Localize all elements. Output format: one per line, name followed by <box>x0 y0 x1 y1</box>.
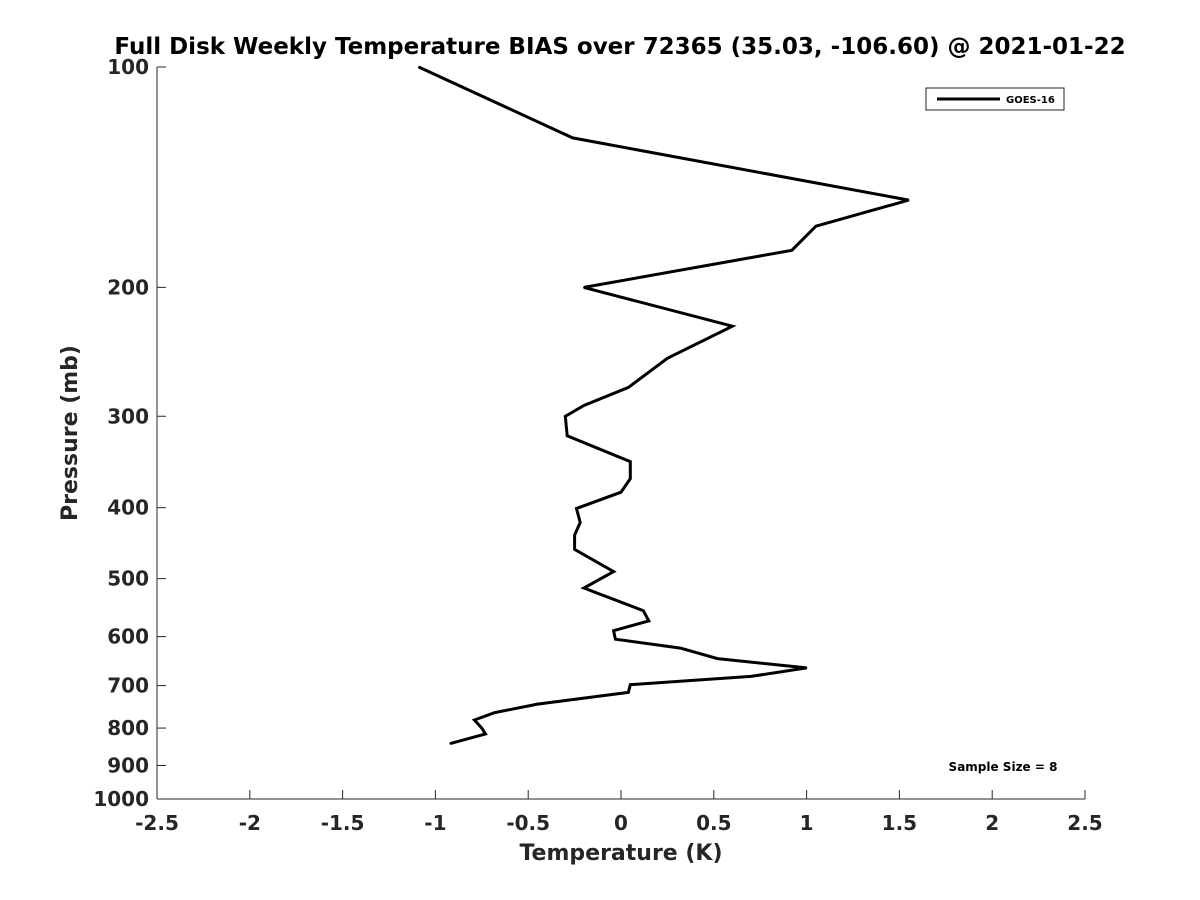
data-point <box>815 225 817 227</box>
data-point <box>629 460 632 463</box>
y-axis-label: Pressure (mb) <box>58 345 83 521</box>
x-tick-label: 0 <box>614 811 628 835</box>
data-point <box>716 657 719 660</box>
y-tick-label: 600 <box>107 625 149 649</box>
data-point <box>642 609 645 612</box>
x-tick-label: -2 <box>239 811 261 835</box>
x-tick-label: 0.5 <box>696 811 731 835</box>
data-point <box>666 357 669 360</box>
data-point <box>907 199 910 201</box>
y-tick-label: 900 <box>107 754 149 778</box>
x-axis-label: Temperature (K) <box>519 841 722 866</box>
data-point <box>629 477 632 480</box>
data-point <box>612 629 615 632</box>
y-axis-ticks: 100 200 300 400 500 600 700 800 900 1000 <box>93 55 166 811</box>
chart-title: Full Disk Weekly Temperature BIAS over 7… <box>114 34 1125 60</box>
data-point <box>417 66 420 68</box>
data-point <box>449 742 452 745</box>
data-point <box>579 521 581 524</box>
y-tick-label: 200 <box>107 275 149 299</box>
x-tick-label: -1 <box>424 811 446 835</box>
data-point <box>614 638 617 640</box>
data-point <box>564 415 567 418</box>
data-point <box>494 711 496 714</box>
x-tick-label: -1.5 <box>321 811 365 835</box>
data-point <box>679 647 682 649</box>
x-tick-label: 2 <box>985 811 999 835</box>
data-point <box>620 491 622 494</box>
sample-size-annotation: Sample Size = 8 <box>949 760 1058 774</box>
data-point <box>473 719 476 721</box>
data-point <box>566 435 568 437</box>
x-tick-label: -2.5 <box>135 811 179 835</box>
y-tick-label: 500 <box>107 567 149 591</box>
data-point <box>484 733 487 735</box>
data-point <box>583 404 585 407</box>
x-tick-label: 1 <box>800 811 814 835</box>
series-layer <box>417 65 910 746</box>
data-point <box>571 137 574 139</box>
data-point <box>573 548 576 551</box>
plot-area <box>157 67 1085 799</box>
x-axis-ticks: -2.5 -2 -1.5 -1 -0.5 0 0.5 1 1.5 2 2.5 <box>135 790 1103 835</box>
y-tick-label: 700 <box>107 674 149 698</box>
data-point <box>575 507 578 510</box>
data-point <box>583 587 585 589</box>
data-point <box>536 703 539 705</box>
data-point <box>791 249 793 252</box>
x-tick-label: -0.5 <box>506 811 550 835</box>
data-point <box>629 683 632 686</box>
data-point <box>627 691 630 694</box>
legend: GOES-16 <box>925 87 1065 111</box>
y-tick-label: 300 <box>107 404 149 428</box>
data-point <box>648 620 650 622</box>
data-point <box>627 386 630 389</box>
x-tick-label: 2.5 <box>1067 811 1102 835</box>
y-tick-label: 400 <box>107 496 149 520</box>
legend-label-goes-16: GOES-16 <box>1006 95 1055 106</box>
data-point <box>805 667 808 669</box>
y-tick-label: 800 <box>107 716 149 740</box>
x-tick-label: 1.5 <box>882 811 917 835</box>
data-point <box>750 675 752 678</box>
data-point <box>583 286 585 289</box>
data-point <box>481 727 483 729</box>
data-point <box>573 534 576 536</box>
data-point <box>731 325 734 328</box>
data-point <box>612 570 615 573</box>
y-tick-label: 100 <box>107 55 149 79</box>
y-tick-label: 1000 <box>93 787 149 811</box>
